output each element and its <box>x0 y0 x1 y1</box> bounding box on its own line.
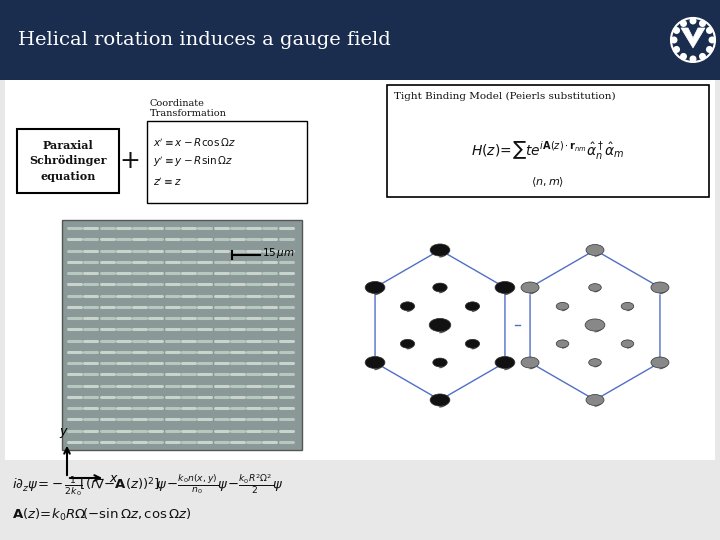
Circle shape <box>673 46 680 53</box>
Circle shape <box>526 284 534 291</box>
Bar <box>0 80 720 540</box>
Text: $x'\equiv x-R\cos\Omega z$
$y'\equiv y-R\sin\Omega z$
$z'\equiv z$: $x'\equiv x-R\cos\Omega z$ $y'\equiv y-R… <box>153 136 235 188</box>
Ellipse shape <box>557 302 569 310</box>
Circle shape <box>690 56 696 63</box>
Ellipse shape <box>465 339 480 348</box>
Circle shape <box>436 396 444 403</box>
Text: Paraxial
Schrödinger
equation: Paraxial Schrödinger equation <box>30 140 107 182</box>
Ellipse shape <box>400 339 415 348</box>
Ellipse shape <box>621 302 634 310</box>
Ellipse shape <box>495 356 515 368</box>
Ellipse shape <box>589 284 601 292</box>
FancyBboxPatch shape <box>147 121 307 203</box>
Circle shape <box>436 246 444 253</box>
Circle shape <box>690 17 696 24</box>
Circle shape <box>526 359 534 366</box>
Ellipse shape <box>400 302 415 310</box>
Text: $x$: $x$ <box>109 471 119 484</box>
Circle shape <box>372 284 379 291</box>
Text: $\mathbf{A}(z)\!=\!k_0R\Omega\!\left(-\sin\Omega z,\cos\Omega z\right)$: $\mathbf{A}(z)\!=\!k_0R\Omega\!\left(-\s… <box>12 507 192 523</box>
Ellipse shape <box>465 302 480 310</box>
Circle shape <box>706 46 713 53</box>
Ellipse shape <box>589 359 601 366</box>
Circle shape <box>708 37 716 43</box>
Circle shape <box>673 27 680 34</box>
Bar <box>5 80 715 460</box>
Text: $H(z)\!=\!\sum te^{i\mathbf{A}(z)\cdot\mathbf{r}_{nm}}\hat{\alpha}^\dagger_n\hat: $H(z)\!=\!\sum te^{i\mathbf{A}(z)\cdot\m… <box>471 139 625 161</box>
Circle shape <box>657 284 663 291</box>
Ellipse shape <box>521 357 539 368</box>
Circle shape <box>592 246 598 253</box>
Ellipse shape <box>430 244 450 256</box>
Ellipse shape <box>433 283 447 292</box>
Ellipse shape <box>433 358 447 367</box>
Ellipse shape <box>430 394 450 406</box>
Text: $y$: $y$ <box>59 426 69 440</box>
Circle shape <box>699 20 706 27</box>
Bar <box>62 220 302 450</box>
Text: $\langle n,m\rangle$: $\langle n,m\rangle$ <box>531 175 564 189</box>
Circle shape <box>501 284 508 291</box>
Circle shape <box>657 359 663 366</box>
Text: Tight Binding Model (Peierls substitution): Tight Binding Model (Peierls substitutio… <box>394 92 616 101</box>
Bar <box>0 0 720 80</box>
Circle shape <box>372 359 379 366</box>
Text: $15\,\mu m$: $15\,\mu m$ <box>262 246 295 260</box>
Ellipse shape <box>521 282 539 293</box>
Ellipse shape <box>621 340 634 348</box>
Ellipse shape <box>651 282 669 293</box>
Text: Helical rotation induces a gauge field: Helical rotation induces a gauge field <box>18 31 391 49</box>
Polygon shape <box>681 28 705 48</box>
Ellipse shape <box>429 319 451 332</box>
Text: +: + <box>120 149 140 173</box>
Ellipse shape <box>365 281 385 294</box>
Ellipse shape <box>557 340 569 348</box>
Ellipse shape <box>586 245 604 255</box>
Circle shape <box>699 53 706 60</box>
Text: Coordinate
Transformation: Coordinate Transformation <box>150 99 227 118</box>
Circle shape <box>680 53 687 60</box>
Circle shape <box>680 20 687 27</box>
Text: $i\partial_z\psi\!=\!-\frac{1}{2k_0}\!\left[(i\nabla\!-\!\mathbf{A}(z))^2\right]: $i\partial_z\psi\!=\!-\frac{1}{2k_0}\!\l… <box>12 472 284 498</box>
Circle shape <box>670 37 678 43</box>
FancyBboxPatch shape <box>17 129 119 193</box>
Circle shape <box>592 396 598 403</box>
Ellipse shape <box>585 319 605 331</box>
Ellipse shape <box>365 356 385 368</box>
Circle shape <box>706 27 713 34</box>
Ellipse shape <box>586 395 604 406</box>
FancyBboxPatch shape <box>387 85 709 197</box>
Ellipse shape <box>495 281 515 294</box>
Ellipse shape <box>651 357 669 368</box>
Circle shape <box>501 359 508 366</box>
